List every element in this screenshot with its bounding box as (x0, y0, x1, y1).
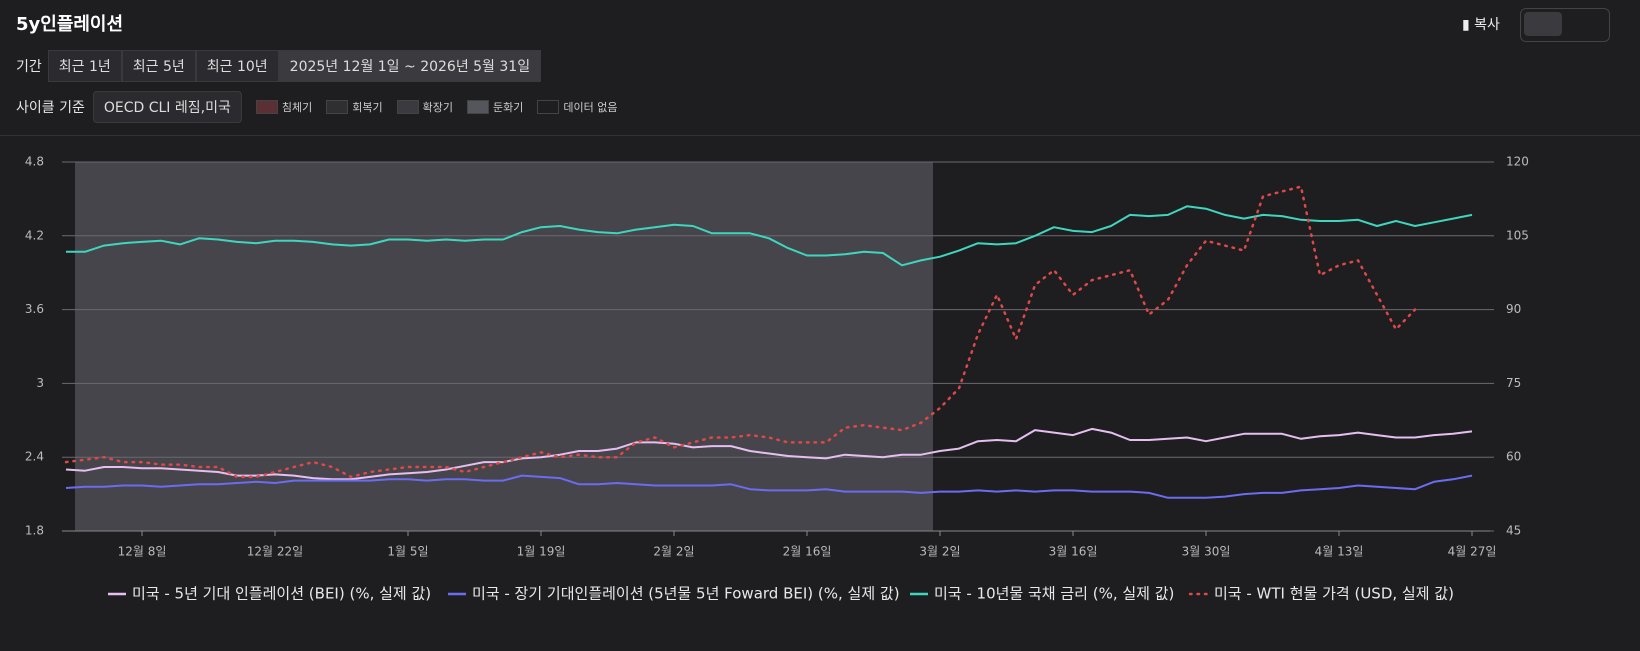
legend-item: 미국 - WTI 현물 가격 (USD, 실제 값) (1188, 585, 1454, 603)
legend-label: 미국 - WTI 현물 가격 (USD, 실제 값) (1214, 585, 1454, 603)
x-tick-label: 3월 2일 (919, 545, 960, 559)
period-label: 기간 (16, 59, 42, 75)
view-toggle (1520, 8, 1610, 42)
period-row: 기간 최근 1년 최근 5년 최근 10년 2025년 12월 1일 ~ 202… (16, 50, 542, 82)
y2-tick-label: 90 (1506, 302, 1521, 316)
cycle-legend-item: 데이터 없음 (537, 99, 617, 115)
copy-label: 복사 (1474, 17, 1500, 33)
x-tick-label: 3월 16일 (1049, 545, 1098, 559)
cycle-swatch (466, 100, 489, 114)
page-title: 5y인플레이션 (16, 14, 124, 35)
x-tick-label: 3월 30일 (1182, 545, 1231, 559)
cycle-legend-item: 확장기 (396, 99, 453, 115)
cycle-label: 회복기 (352, 101, 383, 114)
legend-label: 미국 - 10년물 국채 금리 (%, 실제 값) (934, 585, 1174, 603)
cycle-label: 둔화기 (492, 101, 524, 114)
y2-tick-label: 75 (1506, 376, 1521, 390)
separator (0, 135, 1640, 136)
x-tick-label: 12월 8일 (118, 545, 167, 559)
cycle-label: 확장기 (422, 101, 453, 114)
date-range-button[interactable]: 2025년 12월 1일 ~ 2026년 5월 31일 (278, 50, 542, 82)
legend-item: 미국 - 10년물 국채 금리 (%, 실제 값) (910, 585, 1174, 603)
period-button[interactable]: 최근 5년 (121, 50, 196, 82)
y-tick-label: 2.4 (25, 450, 44, 464)
x-tick-label: 4월 13일 (1315, 545, 1364, 559)
cycle-shading (75, 162, 933, 531)
x-tick-label: 1월 5일 (387, 545, 428, 559)
series-line (65, 474, 1473, 499)
x-tick-label: 4월 27일 (1448, 545, 1497, 559)
period-button[interactable]: 최근 1년 (47, 50, 122, 82)
y-tick-label: 4.2 (25, 228, 44, 242)
legend-label: 미국 - 장기 기대인플레이션 (5년물 5년 Foward BEI) (%, … (472, 585, 900, 603)
legend-label: 미국 - 5년 기대 인플레이션 (BEI) (%, 실제 값) (132, 585, 431, 603)
x-tick-label: 1월 19일 (517, 545, 566, 559)
legend-item: 미국 - 장기 기대인플레이션 (5년물 5년 Foward BEI) (%, … (448, 585, 900, 603)
chart-view-button[interactable] (1524, 12, 1562, 36)
copy-button[interactable]: ▮ 복사 (1462, 17, 1500, 33)
cycle-label: 데이터 없음 (563, 101, 618, 114)
y-tick-label: 3 (36, 376, 44, 390)
y-tick-label: 1.8 (25, 524, 44, 538)
cycle-swatch (326, 100, 349, 114)
series-line (65, 427, 1473, 481)
y-tick-label: 4.8 (25, 155, 44, 169)
cycle-swatch (396, 100, 419, 114)
cycle-label: 사이클 기준 (16, 100, 85, 116)
cycle-legend-item: 둔화기 (466, 99, 524, 115)
cycle-legend-item: 회복기 (326, 99, 383, 115)
y2-tick-label: 45 (1506, 524, 1521, 538)
x-tick-label: 2월 2일 (653, 545, 694, 559)
y2-tick-label: 105 (1506, 228, 1529, 242)
x-tick-label: 12월 22일 (247, 545, 303, 559)
y2-tick-label: 60 (1506, 450, 1521, 464)
y2-tick-label: 120 (1506, 155, 1529, 169)
cycle-legend-item: 침체기 (255, 99, 313, 115)
x-tick-label: 2월 16일 (783, 545, 832, 559)
cycle-swatch (255, 100, 278, 114)
cycle-source-button[interactable]: OECD CLI 레짐,미국 (92, 91, 242, 123)
series-line (64, 185, 1417, 479)
series-line (66, 205, 1473, 267)
period-button[interactable]: 최근 10년 (195, 50, 279, 82)
cycle-label: 침체기 (281, 101, 313, 114)
cycle-swatch (537, 100, 560, 114)
legend-item: 미국 - 5년 기대 인플레이션 (BEI) (%, 실제 값) (108, 585, 431, 603)
y-tick-label: 3.6 (25, 302, 44, 316)
cycle-row: 사이클 기준 OECD CLI 레짐,미국 침체기 회복기 확장기 둔화기 데이터 없음 (16, 91, 617, 123)
